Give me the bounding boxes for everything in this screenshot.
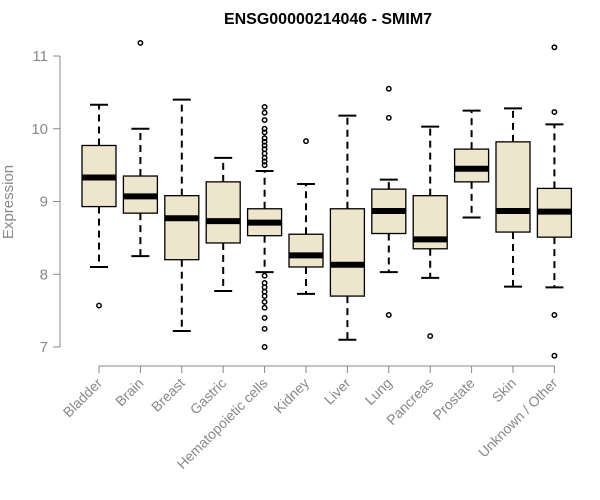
outlier-point (427, 333, 434, 340)
outlier-point (261, 314, 268, 321)
iqr-box (329, 208, 366, 297)
box-series (81, 39, 573, 359)
x-tick-label: Bladder (60, 375, 106, 421)
outlier-point (261, 154, 268, 161)
outlier-point (261, 138, 268, 145)
iqr-box (288, 233, 324, 268)
box-group (288, 138, 324, 295)
outlier-point (261, 103, 268, 110)
y-tick-label: 10 (31, 121, 48, 138)
box-group (81, 103, 117, 309)
box-group (246, 103, 283, 350)
box-group (122, 39, 159, 258)
outlier-point (137, 39, 144, 46)
x-tick-label: Breast (148, 375, 188, 415)
outlier-point (551, 312, 558, 318)
box-group (164, 98, 200, 332)
outlier-point (261, 344, 268, 350)
x-tick-label: Skin (489, 375, 520, 406)
outlier-point (261, 162, 268, 169)
outlier-point (261, 304, 268, 311)
box-group (453, 109, 490, 219)
outlier-point (551, 109, 558, 115)
box-group (412, 125, 448, 340)
outlier-point (96, 302, 102, 309)
box-group (495, 107, 531, 288)
chart-title: ENSG00000214046 - SMIM7 (224, 11, 432, 28)
x-tick-label: Unknown / Other (475, 375, 561, 461)
box-group (205, 156, 241, 292)
outlier-point (385, 312, 392, 318)
box-group (329, 114, 366, 341)
outlier-point (303, 138, 309, 145)
y-tick-label: 9 (40, 194, 48, 211)
outlier-point (261, 117, 268, 123)
iqr-box (205, 181, 241, 244)
y-tick-label: 11 (32, 48, 48, 65)
outlier-point (261, 272, 268, 279)
outlier-point (551, 352, 558, 359)
iqr-box (164, 195, 200, 261)
outlier-point (261, 158, 268, 165)
outlier-point (261, 298, 268, 305)
y-axis-label: Expression (0, 165, 17, 239)
outlier-point (261, 325, 268, 332)
x-tick-label: Brain (112, 375, 146, 409)
outlier-point (261, 293, 268, 300)
x-tick-label: Kidney (271, 375, 313, 417)
outlier-point (261, 135, 268, 142)
y-tick-label: 7 (40, 339, 48, 356)
x-tick-label: Liver (321, 375, 354, 408)
y-axis: 7 8 9 10 11 (31, 48, 61, 356)
x-tick-label: Prostate (430, 375, 478, 423)
iqr-box (453, 148, 490, 183)
y-tick-label: 8 (40, 266, 48, 283)
box-group (536, 44, 573, 359)
outlier-point (261, 142, 268, 149)
iqr-box (495, 141, 531, 233)
outlier-point (261, 129, 268, 136)
outlier-point (261, 125, 268, 132)
outlier-point (261, 109, 268, 116)
x-tick-label: Lung (362, 375, 395, 408)
outlier-point (551, 44, 558, 51)
outlier-point (385, 85, 392, 92)
box-group (371, 85, 407, 318)
outlier-point (385, 114, 392, 121)
